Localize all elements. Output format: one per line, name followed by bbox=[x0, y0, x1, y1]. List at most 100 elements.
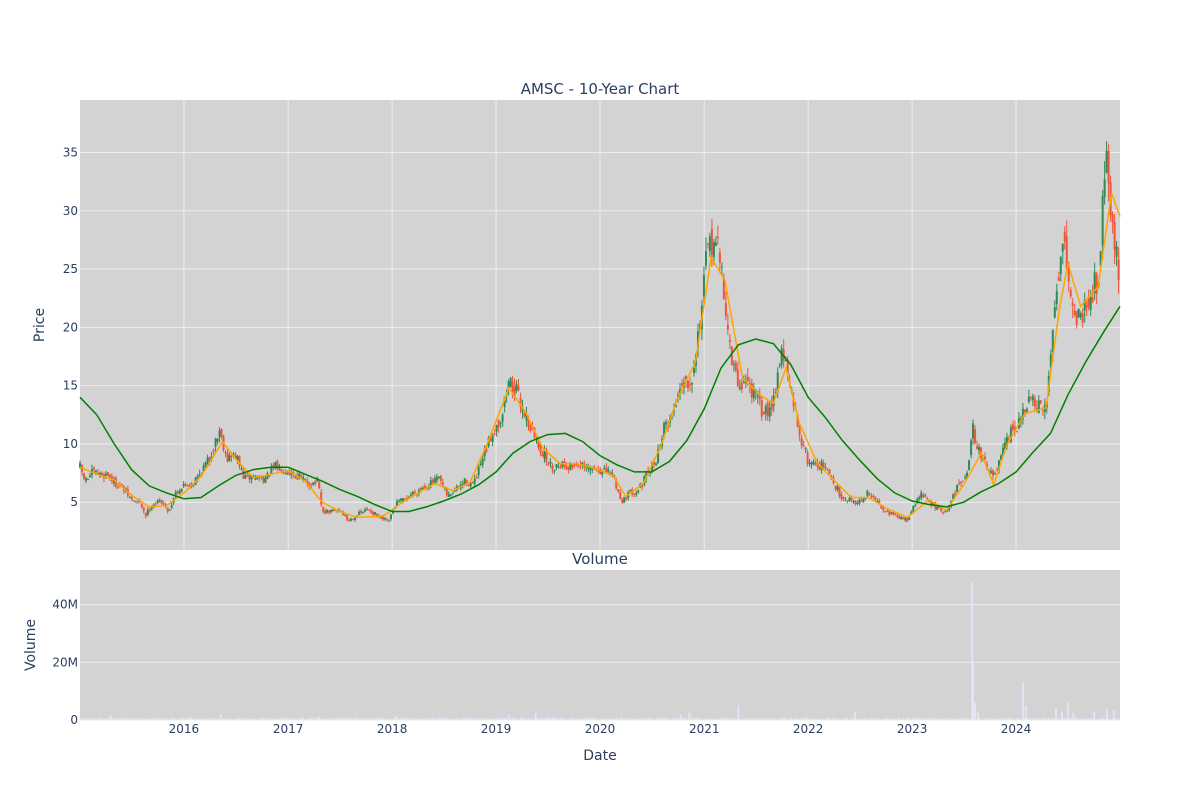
candle-body bbox=[774, 392, 777, 394]
volume-bar bbox=[240, 718, 243, 720]
volume-bar bbox=[228, 718, 231, 720]
volume-bar bbox=[1006, 718, 1008, 720]
candle-body bbox=[228, 455, 231, 462]
candle-body bbox=[679, 388, 682, 394]
candle-body bbox=[270, 467, 273, 474]
volume-bar bbox=[577, 718, 579, 720]
volume-bar bbox=[208, 718, 211, 720]
candle-body bbox=[112, 478, 115, 484]
volume-bar bbox=[372, 717, 374, 720]
candle-body bbox=[447, 493, 450, 497]
volume-bar bbox=[808, 717, 811, 720]
candle-body bbox=[993, 473, 996, 475]
candle-body bbox=[912, 505, 915, 513]
candle-body bbox=[623, 497, 626, 503]
candle-body bbox=[603, 468, 606, 470]
volume-bar bbox=[667, 719, 669, 720]
volume-bar bbox=[244, 719, 247, 720]
volume-bar bbox=[607, 718, 609, 720]
candle-body bbox=[503, 396, 506, 407]
candle-body bbox=[511, 381, 514, 392]
candle-body bbox=[818, 465, 821, 470]
volume-bar bbox=[805, 717, 807, 720]
volume-bar bbox=[862, 718, 865, 720]
volume-bar bbox=[448, 718, 450, 720]
candle-body bbox=[916, 499, 919, 502]
volume-bar bbox=[1110, 718, 1112, 720]
volume-bar bbox=[701, 719, 703, 720]
candle-body bbox=[202, 465, 205, 472]
candle-body bbox=[427, 487, 430, 489]
candle-body bbox=[728, 339, 731, 342]
volume-bar bbox=[1048, 717, 1050, 720]
candle-body bbox=[136, 501, 139, 503]
candle-body bbox=[1073, 310, 1076, 315]
candle-body bbox=[322, 507, 325, 512]
candle-body bbox=[176, 490, 179, 494]
volume-bar bbox=[494, 717, 496, 720]
volume-bar bbox=[880, 719, 882, 720]
candle-body bbox=[429, 480, 432, 487]
volume-bar bbox=[801, 717, 803, 720]
candle-body bbox=[738, 386, 741, 389]
candle-body bbox=[366, 509, 369, 511]
volume-bar bbox=[368, 717, 370, 720]
volume-bar bbox=[99, 717, 101, 720]
volume-bar bbox=[1113, 709, 1115, 720]
volume-bar bbox=[137, 717, 139, 720]
candle-body bbox=[589, 467, 592, 471]
candle-body bbox=[116, 487, 119, 489]
volume-bar bbox=[500, 718, 502, 720]
volume-bar bbox=[332, 718, 334, 720]
volume-bar bbox=[1108, 718, 1110, 720]
volume-bar bbox=[976, 718, 978, 720]
volume-bar bbox=[854, 711, 856, 720]
volume-bar bbox=[386, 718, 388, 720]
candle-body bbox=[184, 483, 187, 487]
candle-body bbox=[1111, 213, 1114, 223]
volume-bar bbox=[392, 718, 394, 720]
candle-body bbox=[800, 438, 803, 446]
candle-body bbox=[651, 462, 654, 472]
candle-body bbox=[924, 495, 927, 497]
volume-axis-title: Volume bbox=[23, 619, 39, 671]
candle-body bbox=[884, 510, 887, 512]
candle-body bbox=[248, 474, 251, 480]
candle-body bbox=[722, 277, 725, 300]
candle-body bbox=[940, 507, 943, 511]
candle-body bbox=[978, 446, 981, 451]
volume-bar bbox=[952, 718, 954, 720]
volume-bar bbox=[771, 718, 773, 720]
candle-body bbox=[974, 429, 977, 444]
volume-bar bbox=[713, 718, 715, 720]
volume-bar bbox=[400, 717, 402, 720]
volume-bar bbox=[470, 717, 472, 720]
price-y-tick: 5 bbox=[70, 495, 78, 509]
volume-bar bbox=[89, 717, 91, 720]
volume-bar bbox=[270, 718, 272, 720]
volume-bar bbox=[478, 718, 480, 720]
volume-bar bbox=[272, 717, 274, 720]
volume-bar bbox=[906, 717, 908, 720]
candle-body bbox=[479, 463, 482, 465]
candle-body bbox=[866, 490, 869, 496]
candle-body bbox=[573, 463, 576, 466]
candle-body bbox=[962, 480, 965, 482]
volume-bar bbox=[197, 718, 199, 720]
volume-bar bbox=[661, 717, 663, 720]
volume-bar bbox=[1052, 717, 1054, 720]
candle-body bbox=[441, 482, 444, 486]
volume-bar bbox=[555, 717, 558, 720]
candle-body bbox=[681, 383, 684, 386]
volume-bar bbox=[362, 717, 364, 720]
candle-body bbox=[132, 500, 135, 502]
volume-bar bbox=[1070, 717, 1072, 720]
candle-body bbox=[407, 496, 410, 498]
volume-bar bbox=[390, 718, 392, 720]
candle-body bbox=[376, 513, 379, 516]
volume-bar bbox=[553, 717, 556, 720]
candle-body bbox=[358, 511, 361, 515]
candle-body bbox=[619, 492, 622, 499]
candle-body bbox=[958, 482, 961, 484]
candle-body bbox=[702, 275, 705, 297]
